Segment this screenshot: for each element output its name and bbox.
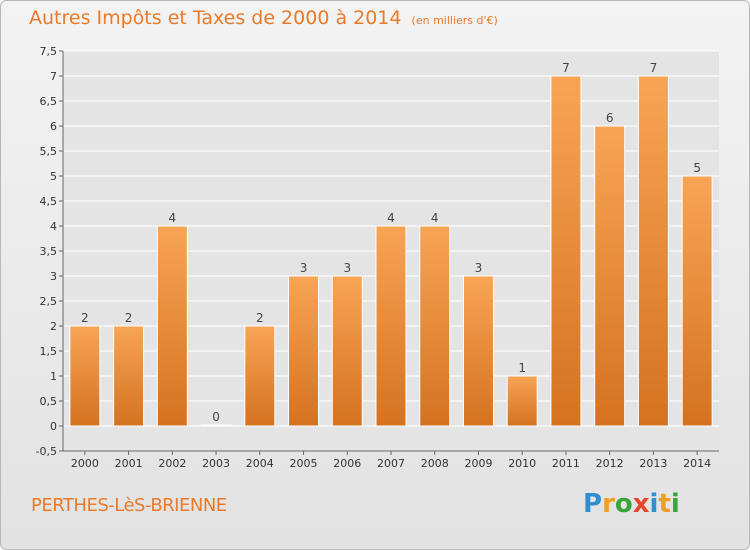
y-tick-label: 1,5 xyxy=(40,345,58,358)
bar xyxy=(594,125,626,427)
data-label: 3 xyxy=(475,261,483,275)
data-label: 6 xyxy=(606,111,614,125)
bar xyxy=(681,175,713,427)
logo-letter: r xyxy=(602,489,615,519)
bar xyxy=(331,275,363,427)
bar xyxy=(156,225,188,427)
x-tick-label: 2003 xyxy=(202,457,230,470)
chart-title-text: Autres Impôts et Taxes de 2000 à 2014 xyxy=(29,7,402,29)
x-tick-label: 2013 xyxy=(639,457,667,470)
data-label: 2 xyxy=(125,311,133,325)
x-tick-label: 2006 xyxy=(333,457,361,470)
x-tick-label: 2011 xyxy=(552,457,580,470)
bar xyxy=(244,325,276,427)
data-label: 1 xyxy=(518,361,526,375)
data-label: 5 xyxy=(693,161,701,175)
data-label: 3 xyxy=(343,261,351,275)
data-label: 4 xyxy=(387,211,395,225)
x-tick-label: 2001 xyxy=(115,457,143,470)
bar xyxy=(506,375,538,427)
y-tick-label: 2,5 xyxy=(40,295,58,308)
bar xyxy=(419,225,451,427)
y-tick-label: 5 xyxy=(50,170,57,183)
bar xyxy=(550,75,582,427)
y-tick-label: -0,5 xyxy=(36,445,57,458)
y-tick-label: 0,5 xyxy=(40,395,58,408)
y-tick-label: 0 xyxy=(50,420,57,433)
data-label: 7 xyxy=(562,61,570,75)
x-tick-label: 2002 xyxy=(158,457,186,470)
y-tick-label: 6 xyxy=(50,120,57,133)
bar xyxy=(113,325,145,427)
bar xyxy=(637,75,669,427)
y-tick-label: 1 xyxy=(50,370,57,383)
y-tick-label: 3 xyxy=(50,270,57,283)
bar xyxy=(200,424,232,427)
bar xyxy=(375,225,407,427)
y-tick-label: 7,5 xyxy=(40,45,58,58)
y-tick-label: 5,5 xyxy=(40,145,58,158)
bar xyxy=(288,275,320,427)
logo-letter: P xyxy=(583,489,603,519)
y-tick-label: 6,5 xyxy=(40,95,58,108)
x-tick-label: 2010 xyxy=(508,457,536,470)
data-label: 4 xyxy=(169,211,177,225)
commune-name: PERTHES-LèS-BRIENNE xyxy=(31,495,227,516)
data-label: 4 xyxy=(431,211,439,225)
data-label: 3 xyxy=(300,261,308,275)
y-tick-label: 2 xyxy=(50,320,57,333)
y-tick-label: 3,5 xyxy=(40,245,58,258)
x-tick-label: 2004 xyxy=(246,457,274,470)
data-label: 2 xyxy=(81,311,89,325)
y-tick-label: 4 xyxy=(50,220,57,233)
data-label: 0 xyxy=(212,410,220,424)
bar xyxy=(69,325,101,427)
x-tick-label: 2012 xyxy=(596,457,624,470)
chart-title: Autres Impôts et Taxes de 2000 à 2014 (e… xyxy=(29,7,498,29)
x-tick-label: 2005 xyxy=(290,457,318,470)
x-tick-label: 2007 xyxy=(377,457,405,470)
y-tick-label: 4,5 xyxy=(40,195,58,208)
logo-letter: o xyxy=(614,489,633,519)
proxiti-logo: Proxiti xyxy=(583,489,680,519)
logo-letter: i xyxy=(670,489,680,519)
x-tick-label: 2000 xyxy=(71,457,99,470)
data-label: 7 xyxy=(650,61,658,75)
x-tick-label: 2009 xyxy=(464,457,492,470)
chart-unit: (en milliers d'€) xyxy=(411,14,498,27)
bar xyxy=(462,275,494,427)
logo-letter: i xyxy=(649,489,659,519)
logo-letter: x xyxy=(632,489,650,519)
data-label: 2 xyxy=(256,311,264,325)
x-tick-label: 2014 xyxy=(683,457,711,470)
logo-letter: t xyxy=(658,489,671,519)
y-tick-label: 7 xyxy=(50,70,57,83)
x-tick-label: 2008 xyxy=(421,457,449,470)
